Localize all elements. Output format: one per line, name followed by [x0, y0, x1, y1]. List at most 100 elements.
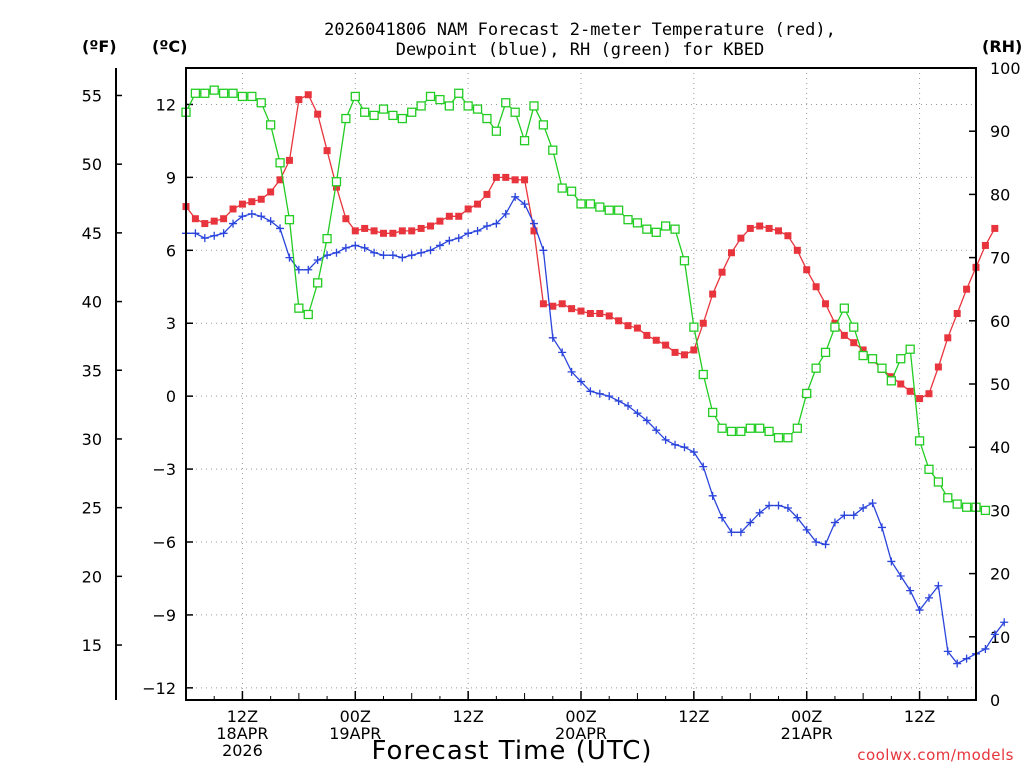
data-point: [680, 351, 688, 359]
data-point: [896, 572, 905, 581]
data-point: [886, 376, 897, 386]
data-point: [435, 241, 444, 250]
celsius-unit-label: (ºC): [152, 37, 187, 56]
data-point: [652, 336, 660, 344]
data-point: [756, 222, 764, 230]
data-point: [427, 222, 435, 230]
data-point: [822, 300, 830, 308]
data-point: [953, 310, 961, 318]
data-point: [868, 499, 877, 508]
data-point: [708, 407, 718, 418]
data-point: [736, 528, 745, 537]
data-point: [651, 227, 661, 237]
data-point: [501, 209, 510, 218]
data-point: [332, 248, 341, 257]
data-point: [463, 101, 473, 111]
data-point: [793, 513, 802, 522]
data-point: [360, 107, 370, 117]
data-point: [670, 224, 680, 234]
data-point: [736, 426, 746, 437]
fahrenheit-tick-label: 30: [82, 430, 102, 449]
data-point: [342, 215, 350, 223]
data-point: [840, 331, 848, 339]
data-point: [558, 300, 566, 308]
data-point: [858, 350, 868, 361]
data-point: [774, 501, 783, 510]
x-axis-title: Forecast Time (UTC): [371, 736, 652, 766]
data-point: [990, 630, 999, 639]
data-point: [482, 222, 491, 230]
data-point: [905, 344, 915, 354]
data-point: [256, 98, 266, 108]
data-point: [944, 334, 952, 342]
data-point: [849, 322, 859, 332]
data-point: [388, 251, 397, 260]
data-point: [699, 462, 708, 471]
data-point: [981, 644, 990, 653]
data-point: [661, 435, 670, 444]
data-point: [408, 227, 416, 235]
data-point: [953, 659, 962, 668]
data-point: [566, 186, 577, 196]
data-point: [811, 363, 821, 373]
data-point: [331, 177, 342, 187]
data-point: [784, 232, 792, 240]
chart-title-line1: 2026041806 NAM Forecast 2-meter Temperat…: [324, 20, 836, 40]
data-point: [491, 126, 502, 136]
data-point: [257, 212, 266, 221]
fahrenheit-tick-label: 35: [82, 361, 102, 380]
data-point: [877, 363, 887, 373]
data-point: [859, 503, 868, 512]
data-point: [877, 523, 886, 532]
data-point: [539, 246, 548, 255]
data-point: [397, 113, 407, 124]
data-point: [577, 377, 585, 386]
data-point: [671, 348, 679, 356]
time-tick-label: 18APR: [216, 724, 268, 743]
data-point: [896, 354, 906, 364]
data-point: [529, 219, 538, 228]
rh-tick-label: 60: [990, 312, 1010, 331]
celsius-tick-label: −9: [152, 606, 176, 625]
data-point: [887, 557, 896, 566]
series-line: [186, 195, 1005, 665]
data-point: [341, 113, 351, 124]
data-point: [548, 333, 557, 342]
data-point: [952, 499, 962, 509]
data-point: [624, 401, 633, 410]
data-point: [275, 158, 285, 168]
data-point: [492, 173, 500, 181]
data-point: [727, 249, 735, 257]
fahrenheit-tick-label: 50: [82, 155, 102, 174]
data-point: [642, 224, 652, 234]
data-point: [660, 221, 671, 231]
data-point: [699, 319, 707, 327]
data-point: [793, 246, 801, 254]
data-point: [313, 278, 323, 288]
data-point: [247, 91, 257, 102]
fahrenheit-tick-label: 55: [82, 86, 102, 105]
celsius-tick-label: −12: [142, 679, 176, 698]
data-point: [577, 307, 585, 315]
data-point: [502, 173, 510, 181]
data-point: [840, 511, 849, 520]
data-point: [492, 219, 501, 228]
data-point: [201, 220, 209, 228]
data-point: [652, 426, 661, 435]
data-point: [792, 423, 802, 433]
rh-tick-label: 50: [990, 375, 1010, 394]
rh-tick-label: 80: [990, 185, 1010, 204]
time-tick-label: 21APR: [781, 724, 833, 743]
data-point: [830, 322, 840, 332]
data-point: [916, 395, 924, 403]
data-point: [991, 224, 999, 232]
fahrenheit-tick-label: 15: [82, 636, 102, 655]
data-point: [519, 136, 530, 146]
data-point: [483, 190, 491, 198]
data-point: [726, 426, 737, 437]
data-point: [943, 647, 952, 656]
data-point: [229, 205, 237, 213]
data-point: [257, 195, 265, 203]
data-point: [425, 91, 436, 102]
